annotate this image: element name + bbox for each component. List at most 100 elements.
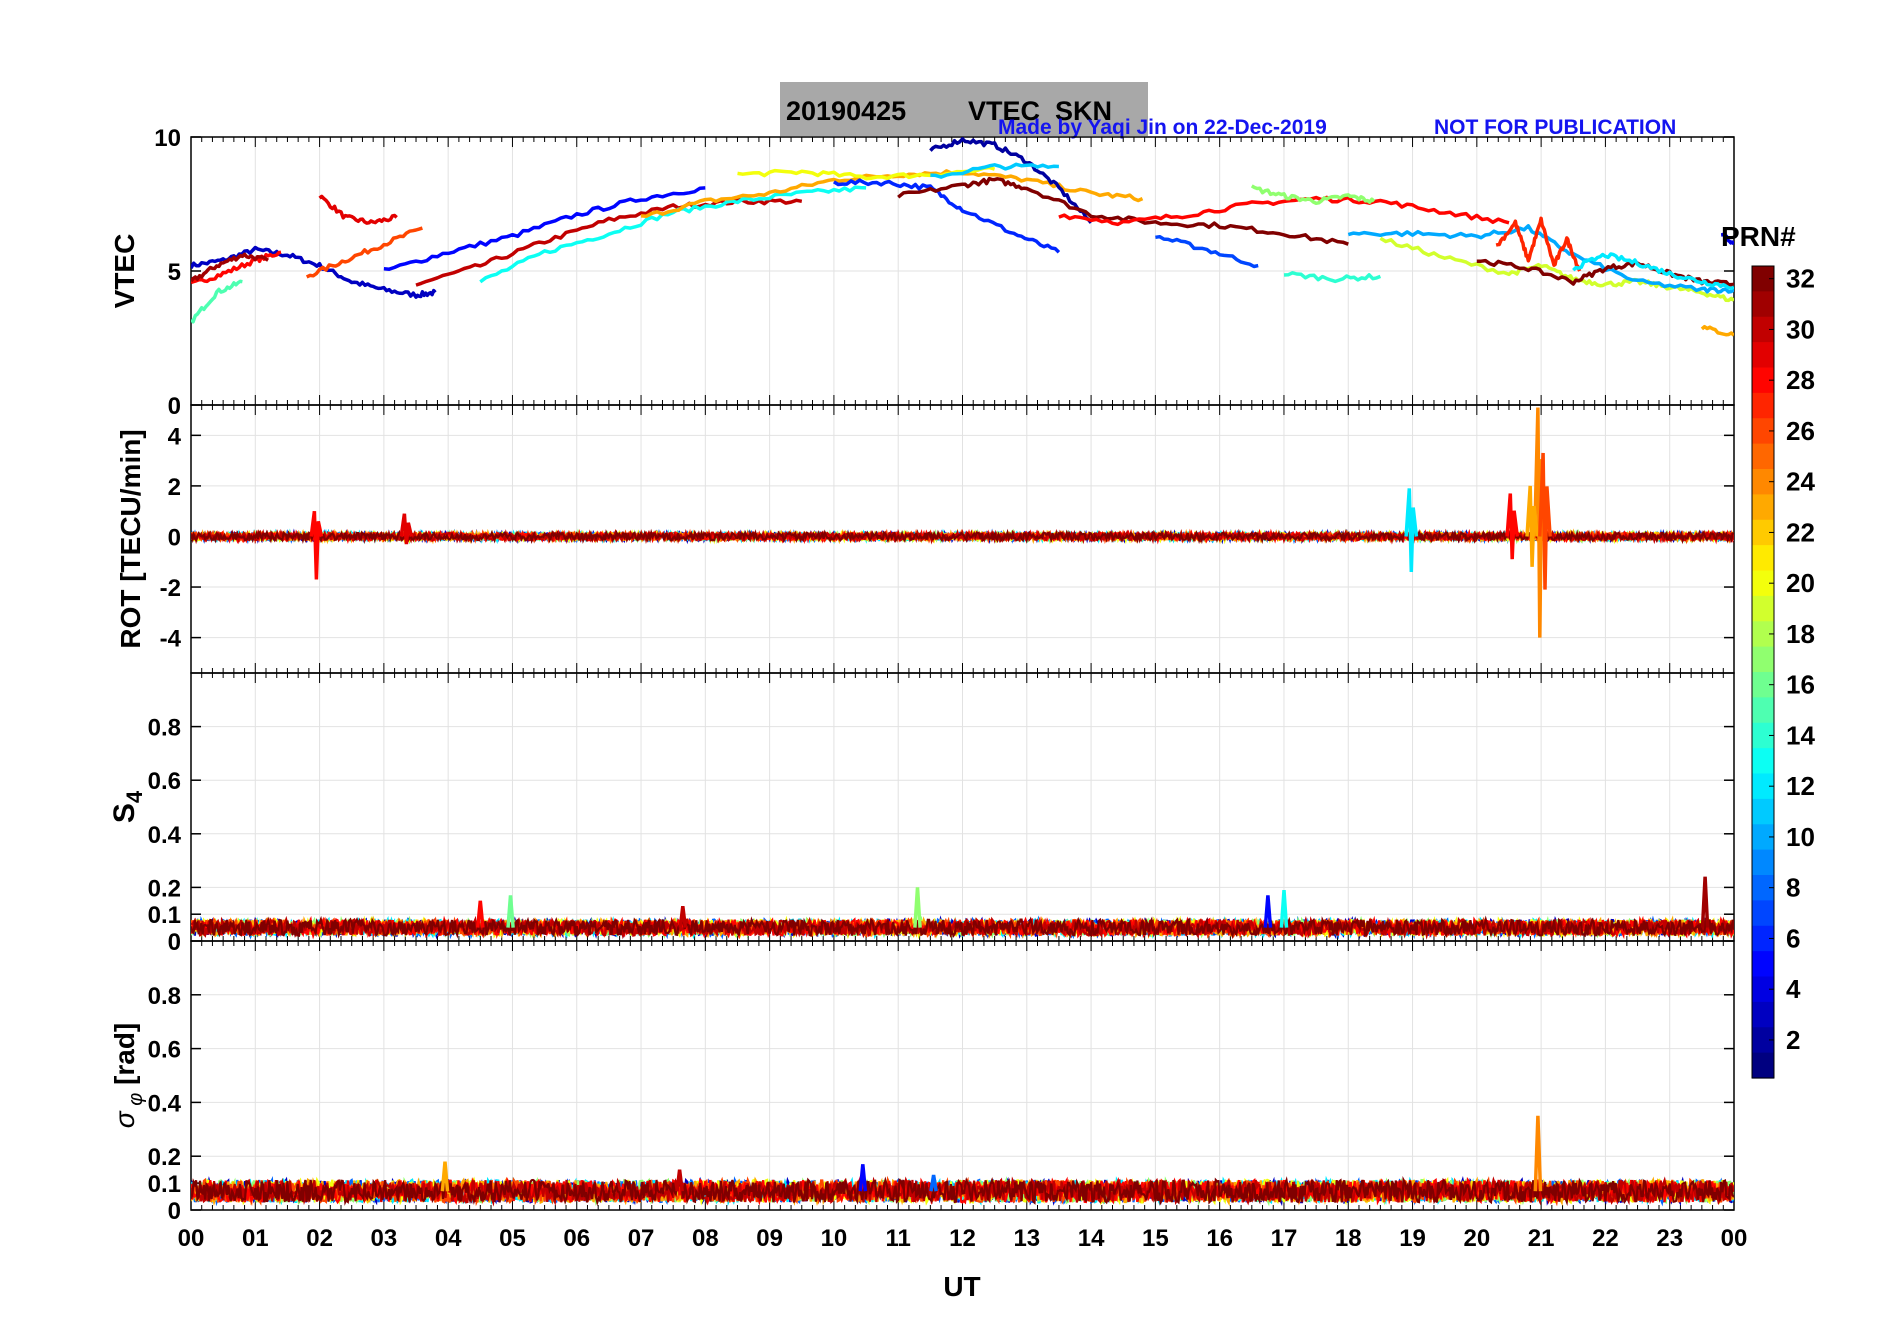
panel-s4-plot [191, 876, 1734, 940]
colorbar-step [1752, 443, 1774, 470]
colorbar-tick-label: 4 [1786, 974, 1801, 1004]
vtec-series-line [191, 279, 243, 324]
vtec-series-line [1476, 258, 1734, 287]
x-axis-label: UT [943, 1271, 980, 1302]
x-tick-label: 03 [371, 1225, 398, 1252]
y-tick-label: 2 [168, 474, 181, 501]
x-tick-label: 00 [178, 1225, 205, 1252]
x-tick-label: 09 [756, 1225, 783, 1252]
colorbar-gradient [1751, 265, 1775, 1079]
x-tick-label: 21 [1528, 1225, 1555, 1252]
colorbar-step [1752, 722, 1774, 749]
spike [1525, 485, 1540, 567]
colorbar-tick-label: 24 [1786, 467, 1815, 497]
spike [675, 1169, 684, 1192]
colorbar-tick-label: 2 [1786, 1025, 1800, 1055]
panel-vtec-plot [191, 137, 1734, 337]
x-tick-label: 14 [1078, 1225, 1105, 1252]
x-tick-label: 17 [1271, 1225, 1298, 1252]
colorbar-tick-label: 10 [1786, 822, 1815, 852]
y-tick-label: 4 [168, 423, 182, 450]
y-tick-label: 0.4 [148, 822, 182, 849]
x-tick-label: 04 [435, 1225, 462, 1252]
spike [1404, 488, 1419, 572]
colorbar-title: PRN# [1721, 221, 1796, 252]
baseline-trace [191, 915, 1734, 940]
colorbar-step [1752, 697, 1774, 724]
x-tick-label: 20 [1463, 1225, 1490, 1252]
panel-vtec-grid [190, 136, 1735, 406]
colorbar-step [1752, 849, 1774, 876]
colorbar-step [1752, 875, 1774, 901]
x-tick-label: 02 [306, 1225, 333, 1252]
colorbar-step [1752, 1001, 1774, 1028]
colorbar-tick-label: 28 [1786, 365, 1815, 395]
colorbar-step [1752, 519, 1774, 546]
x-tick-label: 19 [1399, 1225, 1426, 1252]
credit-text: Made by Yaqi Jin on 22-Dec-2019 [998, 116, 1327, 139]
colorbar-step [1752, 951, 1774, 978]
y-tick-label: 0.6 [148, 768, 181, 795]
x-tick-label: 00 [1721, 1225, 1748, 1252]
panel-sigma-phi: 00.10.2 0.4 0.6 0.8 σ φ [rad] [109, 940, 1735, 1225]
vtec-series-line [1347, 224, 1734, 294]
colorbar-step [1752, 1052, 1774, 1079]
vtec-series-line [1283, 271, 1382, 284]
colorbar-step [1752, 621, 1774, 648]
x-axis-ticks: 00 01 02 03 04 05 06 07 08 09 10 11 12 13 14 15 16 17 18 19… [178, 1225, 1748, 1252]
colorbar-step [1752, 798, 1774, 825]
vtec-series-line [479, 185, 867, 284]
panel-vtec-ylabel: VTEC [109, 234, 140, 309]
x-tick-label: 16 [1206, 1225, 1233, 1252]
spike [475, 900, 485, 928]
y-tick-label: -2 [160, 575, 181, 602]
panel-rot-yticks: -4 -2 0 2 4 [160, 423, 182, 652]
colorbar-step [1752, 545, 1774, 572]
panel-rot-ylabel: ROT [TECU/min] [115, 429, 146, 648]
vtec-series-line [1058, 195, 1510, 227]
colorbar-tick-label: 30 [1786, 314, 1815, 344]
panel-sigma-phi-plot [191, 1115, 1734, 1207]
vtec-series-line [929, 137, 1093, 224]
panel-vtec: 0 5 10 VTEC [109, 125, 1735, 420]
colorbar-step [1752, 595, 1774, 622]
x-tick-label: 12 [949, 1225, 976, 1252]
spike [929, 1174, 938, 1192]
colorbar-tick-label: 32 [1786, 264, 1815, 294]
y-tick-label: 0 [168, 524, 181, 551]
baseline-trace [191, 915, 1734, 940]
spike [1533, 1115, 1543, 1192]
vtec-series-line [415, 197, 803, 287]
x-tick-label: 22 [1592, 1225, 1619, 1252]
x-tick-label: 10 [821, 1225, 848, 1252]
panel-vtec-yticks: 0 5 10 [154, 125, 181, 420]
colorbar-step [1752, 1027, 1774, 1054]
panel-sigma-phi-yticks: 00.10.2 0.4 0.6 0.8 [148, 983, 182, 1225]
colorbar-step [1752, 646, 1774, 673]
colorbar-step [1752, 367, 1774, 394]
y-tick-label: 0.2 [148, 1144, 181, 1171]
colorbar-step [1752, 291, 1774, 318]
colorbar-tick-label: 18 [1786, 619, 1815, 649]
panel-s4: 00.10.2 0.4 0.6 0.8 S4 [108, 672, 1735, 956]
colorbar-step [1752, 418, 1774, 445]
spike [1505, 493, 1520, 560]
colorbar-step [1752, 392, 1774, 419]
title-label: VTEC SKN [968, 96, 1112, 126]
y-tick-label: 0.4 [148, 1090, 182, 1117]
colorbar-tick-label: 26 [1786, 416, 1815, 446]
vtec-series-line [305, 226, 423, 279]
colorbar-step [1752, 469, 1774, 495]
colorbar-step [1752, 342, 1774, 369]
title-date: 20190425 [786, 96, 906, 126]
spike [399, 513, 414, 545]
spike [1263, 895, 1273, 928]
y-tick-label: 0.6 [148, 1037, 181, 1064]
colorbar-step [1752, 976, 1774, 1003]
spike [440, 1161, 450, 1192]
vtec-series-line [1720, 232, 1734, 246]
spike [1700, 876, 1710, 928]
vtec-series-line [1495, 216, 1582, 272]
